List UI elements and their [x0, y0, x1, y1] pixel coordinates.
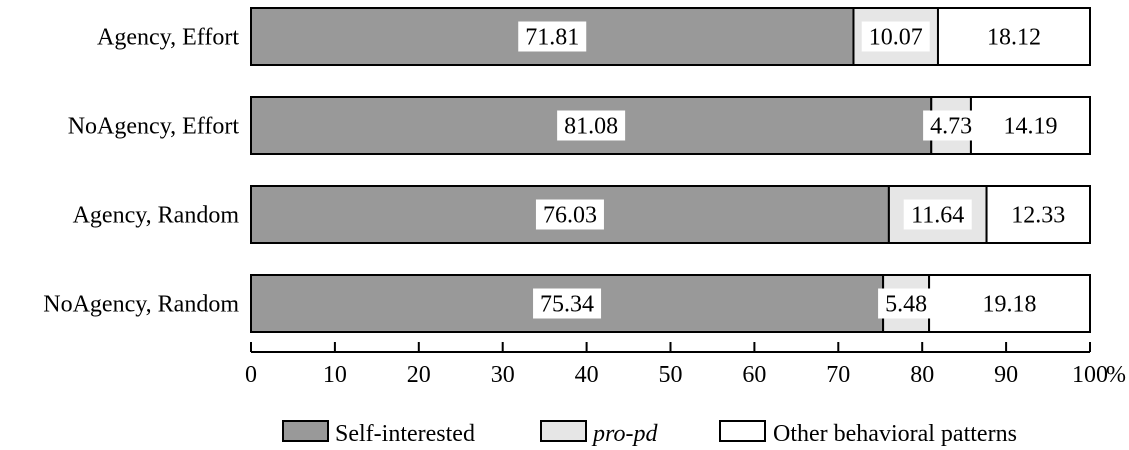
legend-label-pro-pd: pro-pd [591, 421, 658, 447]
bar-other-behavioral-patterns-agency-random [985, 185, 1091, 244]
data-label-bg-self-interested-agency-effort [518, 21, 587, 52]
data-label-self-interested-agency-random: 76.03 [543, 203, 597, 229]
data-label-pro-pd-noagency-random: 5.48 [885, 292, 927, 318]
x-tick-label-40: 40 [575, 362, 599, 388]
bars-layer [250, 7, 1092, 333]
data-label-other-behavioral-patterns-noagency-effort: 14.19 [1003, 114, 1057, 140]
x-tick-label-20: 20 [407, 362, 431, 388]
x-tick-label-50: 50 [659, 362, 683, 388]
category-label-agency-effort: Agency, Effort [97, 25, 239, 51]
legend-swatch-other-behavioral-patterns [719, 420, 766, 442]
legend-label-other-behavioral-patterns: Other behavioral patterns [773, 421, 1017, 447]
x-tick-label-70: 70 [826, 362, 850, 388]
data-label-self-interested-noagency-effort: 81.08 [564, 114, 618, 140]
category-label-agency-random: Agency, Random [73, 203, 240, 229]
bar-other-behavioral-patterns-agency-effort [936, 7, 1091, 66]
x-tick-label-100: 100 [1072, 362, 1108, 388]
data-label-bg-pro-pd-agency-random [903, 199, 972, 230]
data-label-bg-pro-pd-noagency-effort [923, 110, 980, 141]
data-label-bg-pro-pd-noagency-random [878, 288, 935, 319]
category-label-noagency-random: NoAgency, Random [43, 292, 239, 318]
data-label-bg-self-interested-agency-random [535, 199, 604, 230]
labels-layer: Agency, Effort 71.81 10.07 18.12 NoAgency, E… [43, 21, 1065, 319]
data-label-bg-pro-pd-agency-effort [861, 21, 930, 52]
category-label-noagency-effort: NoAgency, Effort [68, 114, 240, 140]
legend-label-self-interested: Self-interested [335, 421, 475, 447]
x-axis: 0 10 20 30 40 50 60 70 80 90 100% [245, 342, 1126, 388]
legend: Self-interested pro-pd Other behavioral pa… [282, 420, 1017, 447]
data-label-pro-pd-agency-random: 11.64 [911, 203, 964, 229]
data-label-other-behavioral-patterns-agency-effort: 18.12 [987, 25, 1041, 51]
data-label-bg-self-interested-noagency-random [533, 288, 602, 319]
data-label-self-interested-noagency-random: 75.34 [540, 292, 594, 318]
bar-other-behavioral-patterns-noagency-random [928, 274, 1091, 333]
x-tick-label-60: 60 [742, 362, 766, 388]
x-tick-label-90: 90 [994, 362, 1018, 388]
data-label-self-interested-agency-effort: 71.81 [525, 25, 579, 51]
data-label-bg-self-interested-noagency-effort [557, 110, 626, 141]
x-tick-label-30: 30 [491, 362, 515, 388]
legend-swatch-pro-pd [540, 420, 587, 442]
x-axis-unit: % [1106, 362, 1126, 388]
data-label-pro-pd-agency-effort: 10.07 [869, 25, 923, 51]
data-label-pro-pd-noagency-effort: 4.73 [930, 114, 972, 140]
data-label-other-behavioral-patterns-agency-random: 12.33 [1011, 203, 1065, 229]
x-tick-label-80: 80 [910, 362, 934, 388]
x-tick-label-0: 0 [245, 362, 257, 388]
x-tick-label-10: 10 [323, 362, 347, 388]
data-label-other-behavioral-patterns-noagency-random: 19.18 [983, 292, 1037, 318]
legend-swatch-self-interested [282, 420, 329, 442]
